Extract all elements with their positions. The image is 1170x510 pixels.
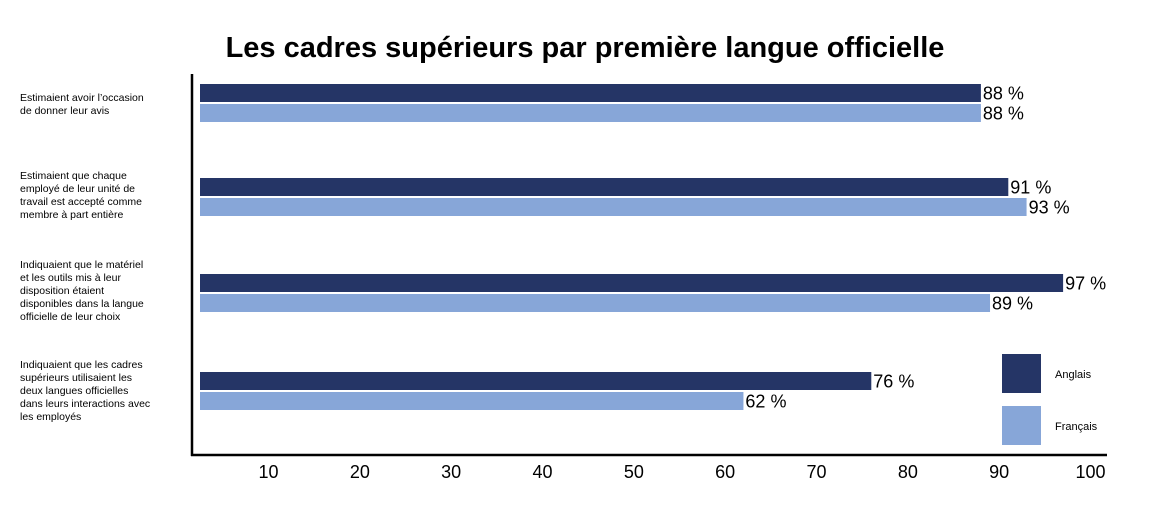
data-label: 89 % (992, 294, 1033, 314)
category-label-line: les employés (20, 411, 81, 423)
data-label: 88 % (983, 104, 1024, 124)
category-label-line: supérieurs utilisaient les (20, 372, 132, 384)
x-tick-label: 10 (258, 462, 278, 482)
x-axis-ticks: 10 20 30 40 50 60 70 80 90 100 (258, 462, 1105, 482)
bar (200, 178, 1009, 196)
category-label: Indiquaient que le matériel et les outils… (20, 259, 144, 323)
data-label: 76 % (873, 372, 914, 392)
category-label-line: Estimaient que chaque (20, 170, 127, 182)
data-label: 62 % (745, 392, 786, 412)
legend-swatch (1002, 354, 1041, 393)
x-tick-label: 60 (715, 462, 735, 482)
bar (200, 104, 981, 122)
category-label-line: membre à part entière (20, 209, 123, 221)
category-label-line: disponibles dans la langue (20, 298, 144, 310)
bars (200, 84, 1064, 410)
bar (200, 372, 872, 390)
category-label-line: travail est accepté comme (20, 196, 142, 208)
x-tick-label: 40 (532, 462, 552, 482)
category-label: Estimaient avoir l’occasion de donner leu… (20, 92, 144, 117)
legend-label: Français (1055, 421, 1098, 433)
chart-title: Les cadres supérieurs par première langu… (226, 32, 945, 64)
data-label: 93 % (1029, 198, 1070, 218)
legend-swatch (1002, 406, 1041, 445)
category-labels: Estimaient avoir l’occasion de donner leu… (20, 92, 150, 423)
category-label-line: deux langues officielles (20, 385, 128, 397)
category-label: Indiquaient que les cadres supérieurs uti… (20, 359, 150, 423)
category-label-line: et les outils mis à leur (20, 272, 121, 284)
category-label-line: Estimaient avoir l’occasion (20, 92, 144, 104)
x-tick-label: 70 (806, 462, 826, 482)
x-tick-label: 90 (989, 462, 1009, 482)
bar (200, 274, 1064, 292)
data-label: 97 % (1065, 274, 1106, 294)
x-tick-label: 100 (1075, 462, 1105, 482)
x-tick-label: 80 (898, 462, 918, 482)
x-tick-label: 50 (624, 462, 644, 482)
data-label: 88 % (983, 84, 1024, 104)
x-tick-label: 20 (350, 462, 370, 482)
category-label-line: Indiquaient que les cadres (20, 359, 143, 371)
legend-label: Anglais (1055, 369, 1092, 381)
x-tick-label: 30 (441, 462, 461, 482)
bar (200, 84, 981, 102)
category-label-line: de donner leur avis (20, 105, 109, 117)
data-label: 91 % (1010, 178, 1051, 198)
category-label-line: employé de leur unité de (20, 183, 135, 195)
bar (200, 392, 744, 410)
category-label-line: officielle de leur choix (20, 311, 121, 323)
category-label-line: Indiquaient que le matériel (20, 259, 143, 271)
bar (200, 198, 1027, 216)
bar (200, 294, 991, 312)
value-labels: 88 % 91 % 97 % 76 % 88 % 93 % 89 % 62 % (745, 84, 1106, 412)
category-label-line: disposition étaient (20, 285, 104, 297)
category-label-line: dans leurs interactions avec (20, 398, 150, 410)
legend: Anglais Français (1002, 354, 1098, 445)
category-label: Estimaient que chaque employé de leur uni… (20, 170, 142, 221)
